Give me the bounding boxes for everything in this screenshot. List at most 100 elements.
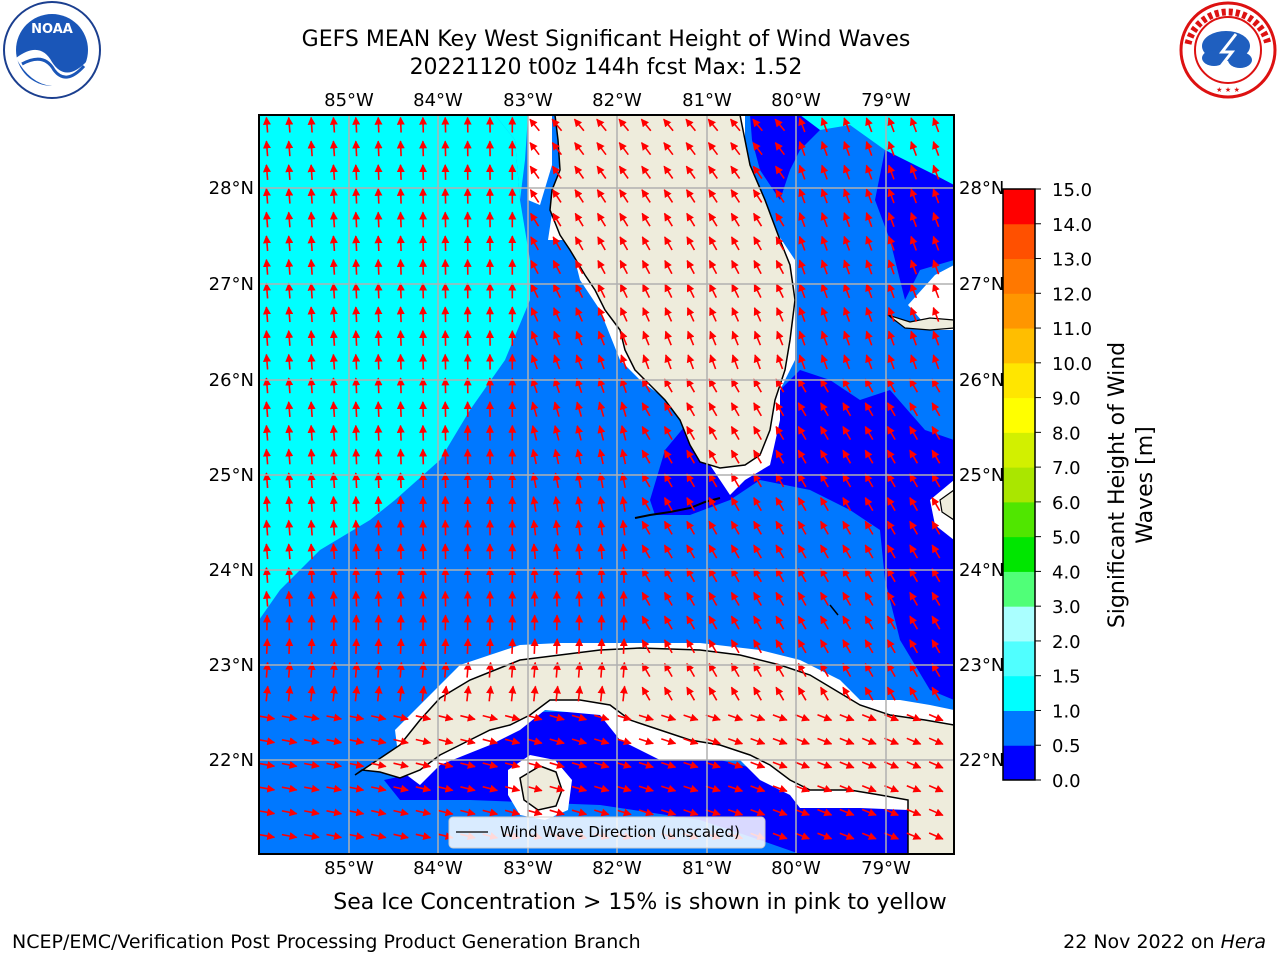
wind-arrow bbox=[619, 307, 628, 322]
colorbar-tick-label: 5.0 bbox=[1052, 528, 1081, 549]
wind-arrow bbox=[730, 473, 740, 488]
wind-arrow bbox=[549, 761, 565, 769]
wind-arrow bbox=[597, 448, 606, 465]
wind-arrow bbox=[663, 118, 674, 132]
wind-arrow bbox=[663, 568, 673, 583]
legend-label: Wind Wave Direction (unscaled) bbox=[500, 823, 740, 841]
wind-arrow bbox=[575, 638, 584, 654]
wind-arrow bbox=[931, 449, 941, 464]
wind-arrow bbox=[419, 685, 428, 702]
wind-arrow bbox=[886, 591, 896, 606]
wind-arrow bbox=[575, 354, 583, 370]
wind-arrow bbox=[686, 449, 696, 464]
wind-arrow bbox=[663, 591, 673, 606]
wind-arrow bbox=[352, 282, 361, 299]
wind-arrow bbox=[329, 282, 338, 299]
noaa-logo-text: NOAA bbox=[31, 22, 73, 37]
wind-arrow bbox=[285, 638, 294, 654]
wind-arrow bbox=[772, 713, 788, 722]
wind-arrow bbox=[664, 354, 673, 370]
wind-arrow bbox=[396, 211, 405, 228]
wind-arrow bbox=[530, 307, 539, 322]
wind-arrow bbox=[326, 713, 343, 722]
wind-arrow bbox=[281, 832, 298, 840]
wind-arrow bbox=[708, 615, 718, 630]
wind-arrow bbox=[932, 140, 940, 156]
wind-arrow bbox=[683, 737, 699, 746]
wind-arrow bbox=[641, 402, 651, 417]
wind-arrow bbox=[886, 544, 896, 559]
wind-arrow bbox=[352, 495, 361, 512]
wind-arrow bbox=[775, 189, 785, 203]
wind-arrow bbox=[348, 832, 365, 840]
wind-arrow bbox=[886, 686, 896, 701]
wind-arrow bbox=[396, 258, 405, 275]
lat-label-right: 24°N bbox=[959, 560, 1004, 581]
wind-arrow bbox=[663, 520, 673, 535]
wind-arrow bbox=[708, 520, 718, 535]
wind-arrow bbox=[619, 401, 628, 417]
lat-labels: 28°N 27°N 26°N 25°N 24°N 23°N 22°N 28°N … bbox=[209, 178, 1005, 771]
wind-arrow bbox=[753, 236, 762, 251]
wind-arrow bbox=[329, 164, 338, 180]
wind-arrow bbox=[864, 449, 874, 464]
wind-arrow bbox=[932, 117, 940, 133]
wind-arrow bbox=[820, 330, 829, 346]
wind-arrow bbox=[307, 282, 316, 299]
wind-arrow bbox=[259, 784, 276, 793]
wind-arrow bbox=[753, 402, 762, 417]
wind-arrow bbox=[750, 761, 766, 769]
wind-arrow bbox=[731, 259, 740, 275]
colorbar-segment bbox=[1003, 189, 1035, 225]
wind-arrow bbox=[708, 686, 718, 701]
wind-arrow bbox=[396, 116, 405, 133]
colorbar-tick-label: 2.0 bbox=[1052, 632, 1081, 653]
wind-arrow bbox=[437, 737, 454, 746]
wind-arrow bbox=[616, 713, 632, 722]
wind-arrow bbox=[752, 142, 763, 156]
wind-arrow bbox=[641, 449, 651, 464]
wind-arrow bbox=[552, 685, 561, 702]
wind-arrow bbox=[504, 713, 521, 722]
wind-arrow bbox=[663, 497, 673, 512]
wind-arrow bbox=[573, 118, 585, 132]
wind-arrow bbox=[708, 497, 718, 512]
wind-arrow bbox=[797, 497, 807, 512]
lon-label-bottom: 85°W bbox=[324, 858, 374, 879]
wind-arrow bbox=[865, 164, 873, 180]
wind-arrow bbox=[597, 401, 606, 417]
wind-arrow bbox=[686, 354, 695, 370]
wind-arrow bbox=[326, 808, 343, 817]
wind-arrow bbox=[820, 686, 829, 701]
wind-arrow bbox=[574, 259, 584, 275]
wind-arrow bbox=[619, 354, 628, 370]
wind-arrow bbox=[906, 784, 922, 793]
wind-arrow bbox=[307, 164, 316, 180]
wind-arrow bbox=[730, 615, 740, 630]
colorbar-tick-label: 3.0 bbox=[1052, 597, 1081, 618]
wind-arrow bbox=[552, 259, 562, 275]
wind-arrow bbox=[596, 165, 607, 179]
wind-arrow bbox=[730, 686, 740, 701]
wind-arrow bbox=[594, 713, 610, 722]
colorbar-segment bbox=[1003, 710, 1035, 746]
wind-arrow bbox=[708, 165, 718, 179]
wind-arrow bbox=[842, 212, 851, 228]
wind-arrow bbox=[529, 142, 540, 156]
wind-arrow bbox=[865, 140, 873, 156]
wind-arrow bbox=[641, 425, 651, 440]
wind-arrow bbox=[262, 448, 271, 465]
wind-arrow bbox=[884, 761, 900, 769]
wind-arrow bbox=[393, 784, 409, 793]
wind-arrow bbox=[307, 140, 316, 157]
wind-arrow bbox=[909, 497, 919, 512]
wind-arrow bbox=[708, 212, 718, 227]
wind-arrow bbox=[641, 165, 652, 179]
wind-arrow bbox=[686, 662, 696, 677]
colorbar-segment bbox=[1003, 432, 1035, 468]
wind-arrow bbox=[750, 713, 766, 722]
wind-arrow bbox=[842, 306, 851, 322]
wind-arrow bbox=[708, 236, 718, 251]
wind-arrow bbox=[597, 496, 606, 512]
wind-arrow bbox=[597, 259, 606, 275]
